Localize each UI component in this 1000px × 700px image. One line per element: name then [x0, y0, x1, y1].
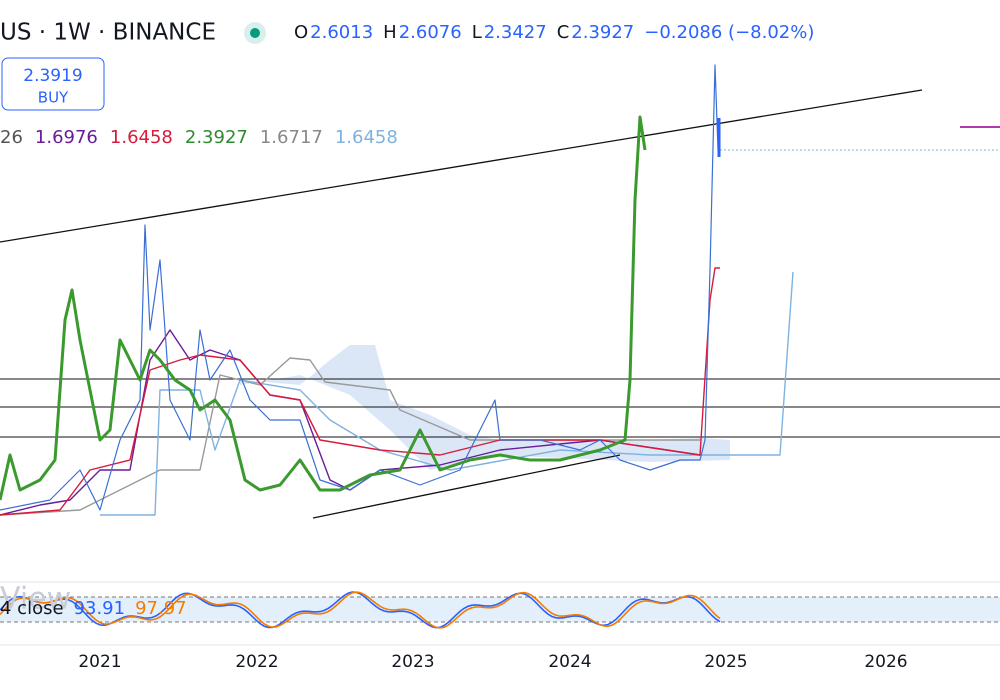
price-bars: [0, 64, 719, 511]
trend-line: [0, 89, 923, 243]
oscillator-legend: 4 close 93.91 97.97: [0, 598, 187, 619]
ohlc-key: O: [294, 22, 308, 43]
lagging-line: [100, 271, 794, 516]
indicator-value: 1.6458: [110, 127, 173, 148]
x-tick-label: 2025: [704, 652, 747, 672]
indicator-values: 26 1.6976 1.6458 2.3927 1.6717 1.6458: [0, 127, 398, 148]
x-axis: 2021 2022 2023 2024 2025 2026: [78, 652, 907, 672]
ohlc-value: 2.6076: [399, 22, 462, 43]
buy-button[interactable]: [1, 57, 105, 111]
ohlc-value: 2.3927: [571, 22, 634, 43]
watermark: View: [0, 582, 71, 617]
indicator-value: 2.3927: [185, 127, 248, 148]
oscillator-band: [0, 597, 1000, 622]
ohlc-key: L: [472, 22, 482, 43]
osc-label: 4 close: [0, 598, 64, 619]
ohlc-value: 2.3427: [484, 22, 547, 43]
cloud: [240, 345, 730, 470]
green-line: [0, 115, 647, 501]
x-tick-label: 2026: [864, 652, 907, 672]
header: US · 1W · BINANCE O 2.6013 H 2.6076 L 2.3427 C 2…: [0, 20, 814, 46]
ohlc-key: C: [557, 22, 570, 43]
x-tick-label: 2021: [78, 652, 121, 672]
x-tick-label: 2024: [548, 652, 591, 672]
red-line: [0, 267, 720, 516]
trend-line: [312, 454, 621, 519]
chart-lines: [0, 64, 1000, 519]
osc-value: 97.97: [135, 598, 187, 619]
status-dot: [250, 28, 260, 38]
osc-value: 93.91: [74, 598, 126, 619]
oscillator-d: [0, 591, 721, 629]
indicator-value: 26: [0, 127, 23, 148]
indicator-value: 1.6976: [35, 127, 98, 148]
x-tick-label: 2022: [235, 652, 278, 672]
indicator-value: 1.6717: [260, 127, 323, 148]
buy-label: BUY: [38, 89, 69, 107]
buy-price: 2.3919: [23, 66, 82, 86]
ohlc-value: 2.6013: [310, 22, 373, 43]
change: −0.2086 (−8.02%): [644, 22, 814, 43]
symbol: US · 1W · BINANCE: [0, 20, 216, 46]
indicator-value: 1.6458: [335, 127, 398, 148]
x-tick-label: 2023: [391, 652, 434, 672]
ohlc-key: H: [383, 22, 397, 43]
